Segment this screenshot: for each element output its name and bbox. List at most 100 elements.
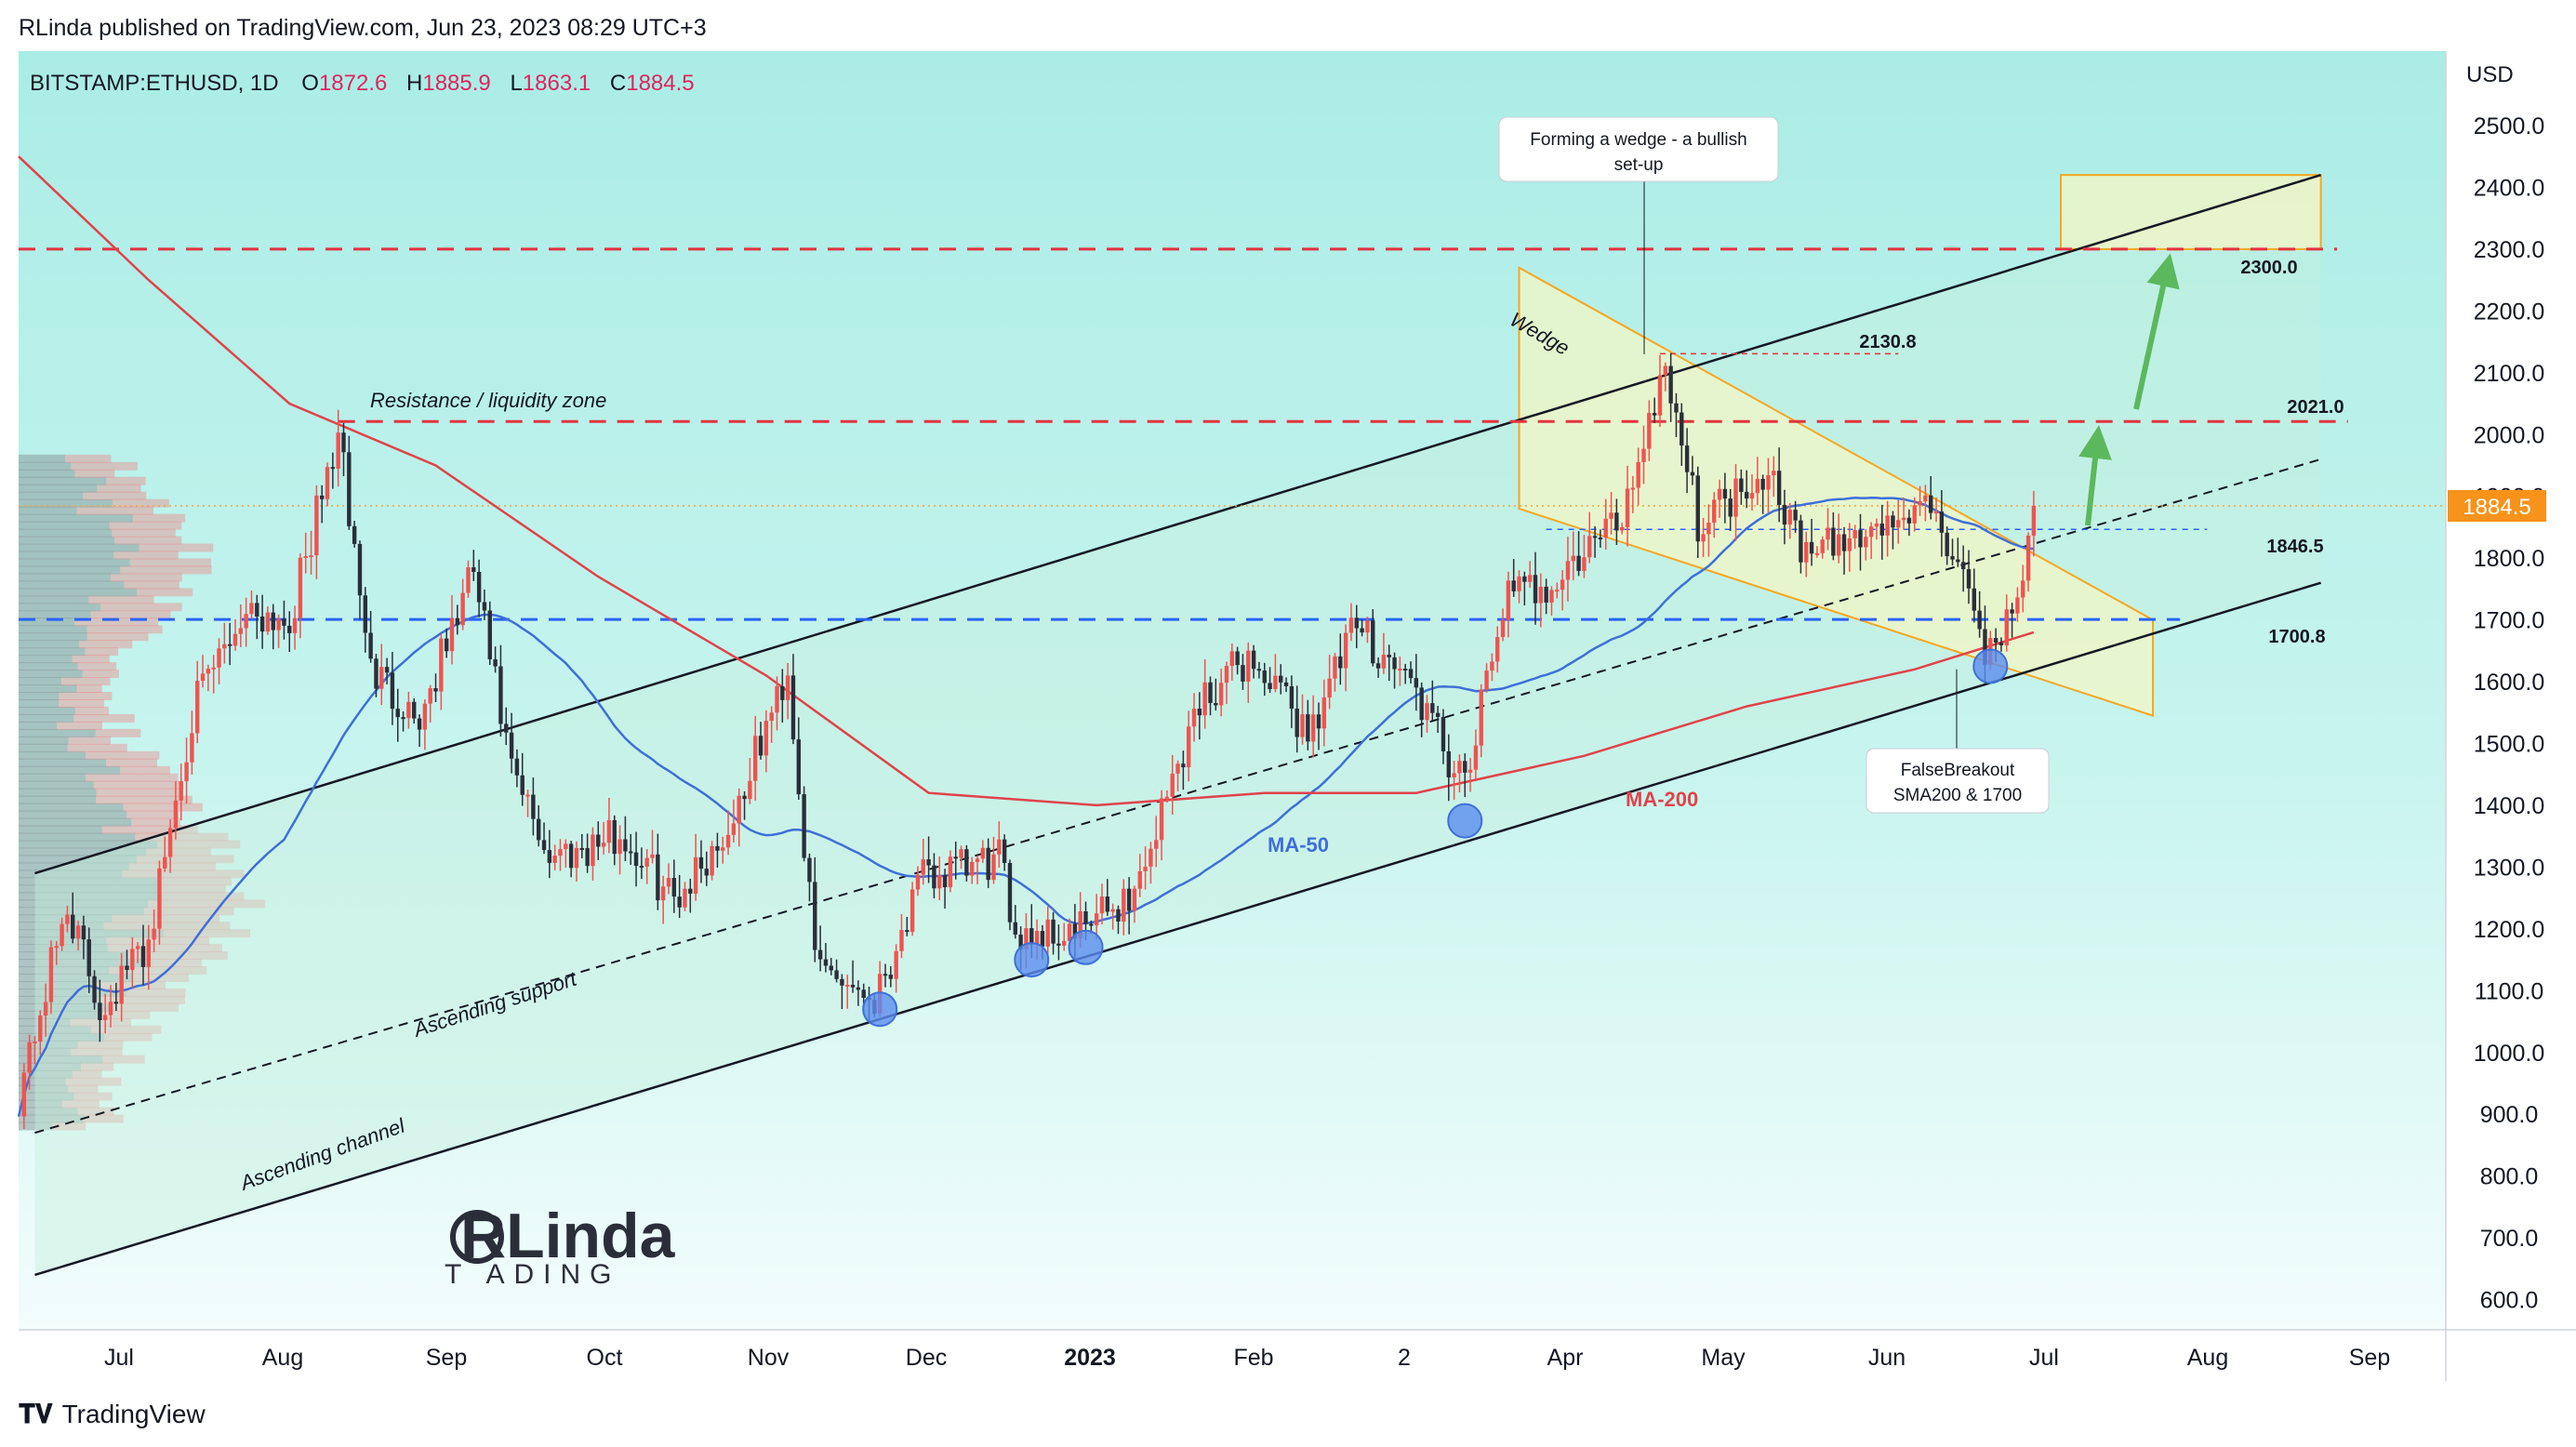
candle-body bbox=[1663, 365, 1667, 376]
candle-body bbox=[1923, 495, 1928, 502]
volume-bar-up bbox=[128, 862, 217, 871]
touch-point-marker bbox=[1447, 803, 1483, 839]
candle-body bbox=[1614, 512, 1619, 531]
candle-body bbox=[1544, 586, 1548, 603]
candle-body bbox=[1256, 669, 1262, 671]
x-tick-label: Oct bbox=[587, 1345, 623, 1371]
volume-bar-down bbox=[19, 884, 162, 894]
volume-bar-down bbox=[19, 551, 114, 560]
volume-bar-up bbox=[83, 491, 147, 500]
volume-bar-down bbox=[19, 1069, 73, 1079]
candle-body bbox=[1814, 552, 1820, 555]
candle-body bbox=[71, 914, 75, 939]
volume-bar-down bbox=[19, 825, 102, 834]
y-tick-label: 2300.0 bbox=[2474, 237, 2544, 263]
y-tick-label: 600.0 bbox=[2480, 1288, 2539, 1314]
candle-body bbox=[1360, 628, 1364, 633]
candle-body bbox=[915, 874, 921, 890]
volume-bar-up bbox=[77, 1040, 124, 1049]
level-label: 2300.0 bbox=[2240, 258, 2297, 278]
candle-body bbox=[1034, 931, 1040, 945]
candle-body bbox=[167, 828, 173, 857]
volume-bar-down bbox=[19, 980, 95, 989]
candle-body bbox=[1680, 412, 1684, 446]
candle-body bbox=[1793, 510, 1798, 521]
volume-bar-up bbox=[129, 558, 211, 567]
candle-body bbox=[1533, 575, 1538, 604]
candle-body bbox=[2015, 597, 2020, 614]
candle-body bbox=[823, 959, 829, 966]
candle-body bbox=[1603, 518, 1608, 538]
tradingview-footer[interactable]: 𝐓𝐕 TradingView bbox=[19, 1399, 206, 1430]
candle-body bbox=[303, 556, 308, 559]
candle-body bbox=[325, 467, 330, 499]
target-arrow-small bbox=[2078, 425, 2112, 526]
candle-body bbox=[1728, 498, 1733, 517]
candle-body bbox=[287, 625, 292, 633]
candle-body bbox=[466, 567, 471, 593]
volume-bar-down bbox=[19, 736, 69, 745]
volume-bar-up bbox=[84, 1114, 124, 1123]
candle-body bbox=[721, 847, 725, 851]
candle-body bbox=[1467, 769, 1473, 773]
volume-bar-down bbox=[19, 1077, 66, 1086]
volume-bar-up bbox=[111, 573, 182, 582]
candle-body bbox=[1820, 539, 1825, 553]
candle-body bbox=[1620, 526, 1625, 531]
volume-bar-up bbox=[95, 728, 141, 737]
volume-bar-down bbox=[19, 1017, 71, 1027]
false-breakout-box bbox=[1866, 748, 2050, 814]
candle-body bbox=[1446, 750, 1451, 777]
volume-bar-up bbox=[98, 1010, 151, 1019]
candle-body bbox=[850, 984, 856, 988]
candle-body bbox=[1625, 488, 1630, 527]
candle-body bbox=[1522, 576, 1527, 582]
volume-bar-down bbox=[19, 513, 133, 523]
y-tick-label: 1600.0 bbox=[2474, 670, 2544, 696]
ascending-channel-lower bbox=[34, 581, 2321, 1277]
candle-body bbox=[1105, 896, 1110, 912]
candle-body bbox=[1452, 773, 1456, 777]
candle-body bbox=[476, 572, 482, 603]
volume-bar-down bbox=[19, 684, 77, 694]
x-tick-label: Dec bbox=[906, 1345, 947, 1371]
candle-body bbox=[802, 794, 806, 858]
candle-body bbox=[1371, 620, 1375, 664]
candle-body bbox=[1766, 475, 1771, 490]
volume-bar-up bbox=[79, 640, 133, 649]
y-tick-label: 700.0 bbox=[2480, 1226, 2539, 1252]
candle-body bbox=[601, 843, 606, 847]
candle-body bbox=[363, 595, 367, 633]
candle-body bbox=[1972, 588, 1977, 611]
candle-body bbox=[1435, 712, 1441, 717]
candle-body bbox=[163, 856, 167, 869]
candle-body bbox=[498, 666, 503, 724]
candle-body bbox=[1316, 714, 1321, 729]
volume-bar-up bbox=[77, 1107, 114, 1116]
candle-body bbox=[1500, 619, 1506, 638]
candle-body bbox=[612, 819, 617, 855]
volume-bar-up bbox=[126, 988, 186, 997]
candle-body bbox=[775, 685, 779, 713]
candle-body bbox=[428, 688, 432, 704]
level-label: 1846.5 bbox=[2266, 537, 2323, 557]
candle-body bbox=[1381, 655, 1387, 669]
candle-body bbox=[1896, 520, 1901, 528]
candle-body bbox=[547, 850, 552, 863]
candle-body bbox=[1744, 491, 1749, 499]
candle-body bbox=[1647, 413, 1652, 449]
volume-bar-down bbox=[19, 691, 60, 700]
candle-body bbox=[671, 878, 677, 897]
volume-bar-up bbox=[101, 825, 198, 834]
axes: 2500.02400.02300.02200.02100.02000.01900… bbox=[104, 113, 2546, 1371]
candle-body bbox=[564, 843, 568, 849]
candle-body bbox=[1609, 512, 1613, 519]
candle-body bbox=[1527, 575, 1533, 582]
candle-body bbox=[1901, 517, 1906, 521]
candle-body bbox=[1338, 656, 1343, 669]
candle-body bbox=[1164, 796, 1170, 799]
candles bbox=[21, 352, 2037, 1130]
candle-body bbox=[1202, 682, 1207, 716]
volume-bar-up bbox=[123, 803, 203, 812]
